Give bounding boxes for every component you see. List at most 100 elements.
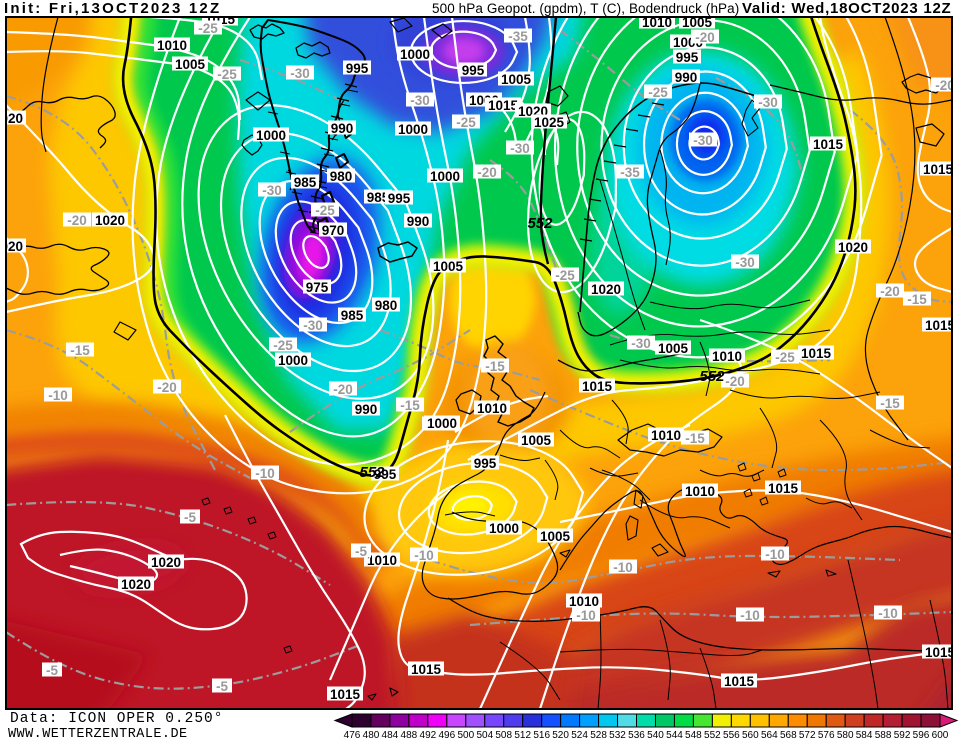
svg-text:600: 600	[932, 730, 949, 741]
svg-text:1015: 1015	[411, 662, 442, 677]
svg-text:-10: -10	[878, 606, 898, 621]
svg-text:-35: -35	[620, 165, 640, 180]
svg-text:516: 516	[533, 730, 550, 741]
svg-text:1015: 1015	[724, 674, 755, 689]
svg-text:584: 584	[856, 730, 873, 741]
svg-text:580: 580	[837, 730, 854, 741]
svg-text:524: 524	[571, 730, 588, 741]
svg-text:532: 532	[609, 730, 626, 741]
svg-text:990: 990	[407, 214, 430, 229]
svg-text:1010: 1010	[651, 428, 681, 443]
svg-text:500 hPa Geopot. (gpdm), T (C),: 500 hPa Geopot. (gpdm), T (C), Bodendruc…	[432, 1, 739, 16]
svg-text:-20: -20	[880, 284, 900, 299]
svg-text:-20: -20	[157, 380, 177, 395]
svg-text:1010: 1010	[642, 15, 672, 30]
svg-text:1025: 1025	[534, 115, 565, 130]
svg-text:1015: 1015	[330, 687, 361, 702]
svg-text:1010: 1010	[367, 553, 397, 568]
svg-text:1005: 1005	[175, 57, 206, 72]
svg-text:1005: 1005	[540, 529, 571, 544]
svg-text:480: 480	[363, 730, 380, 741]
svg-text:980: 980	[330, 169, 353, 184]
svg-text:1020: 1020	[151, 555, 181, 570]
svg-text:1015: 1015	[801, 346, 832, 361]
svg-text:-5: -5	[184, 510, 196, 525]
svg-text:-15: -15	[880, 396, 900, 411]
svg-text:-25: -25	[456, 115, 476, 130]
svg-text:552: 552	[704, 730, 721, 741]
svg-text:500: 500	[457, 730, 474, 741]
svg-text:-10: -10	[255, 466, 275, 481]
svg-text:1010: 1010	[477, 401, 507, 416]
svg-text:-15: -15	[685, 431, 705, 446]
svg-text:564: 564	[761, 730, 778, 741]
svg-text:1000: 1000	[256, 128, 286, 143]
svg-text:WWW.WETTERZENTRALE.DE: WWW.WETTERZENTRALE.DE	[8, 727, 188, 741]
svg-text:560: 560	[742, 730, 759, 741]
svg-text:596: 596	[913, 730, 930, 741]
svg-text:1000: 1000	[430, 169, 460, 184]
svg-text:1005: 1005	[521, 433, 552, 448]
svg-text:-15: -15	[70, 343, 90, 358]
svg-text:1005: 1005	[433, 259, 464, 274]
svg-text:-15: -15	[485, 359, 505, 374]
svg-text:1015: 1015	[768, 481, 799, 496]
svg-text:-30: -30	[290, 66, 310, 81]
svg-text:1015: 1015	[582, 379, 613, 394]
svg-text:985: 985	[294, 175, 317, 190]
svg-text:995: 995	[374, 467, 397, 482]
svg-text:-20: -20	[725, 374, 745, 389]
svg-text:-10: -10	[576, 608, 596, 623]
svg-text:1015: 1015	[925, 318, 956, 333]
svg-text:-30: -30	[410, 93, 430, 108]
svg-text:-30: -30	[303, 318, 323, 333]
svg-text:985: 985	[341, 308, 364, 323]
svg-text:-20: -20	[477, 165, 497, 180]
svg-text:-20: -20	[67, 213, 87, 228]
svg-text:995: 995	[462, 63, 485, 78]
svg-text:-30: -30	[693, 133, 713, 148]
svg-text:-10: -10	[414, 548, 434, 563]
svg-text:970: 970	[322, 223, 345, 238]
svg-text:552: 552	[527, 215, 553, 232]
svg-text:556: 556	[723, 730, 740, 741]
svg-text:1000: 1000	[398, 122, 428, 137]
svg-text:-20: -20	[333, 382, 353, 397]
svg-text:488: 488	[401, 730, 418, 741]
svg-text:552: 552	[359, 464, 385, 481]
svg-text:528: 528	[590, 730, 607, 741]
svg-text:552: 552	[699, 368, 725, 385]
svg-text:-35: -35	[508, 29, 528, 44]
svg-text:-5: -5	[46, 663, 58, 678]
svg-text:1015: 1015	[813, 137, 844, 152]
svg-text:995: 995	[474, 456, 497, 471]
svg-text:990: 990	[331, 121, 354, 136]
svg-text:975: 975	[306, 280, 329, 295]
svg-text:Data: ICON OPER 0.250°: Data: ICON OPER 0.250°	[10, 711, 223, 727]
svg-text:540: 540	[647, 730, 664, 741]
svg-text:588: 588	[875, 730, 892, 741]
svg-text:1020: 1020	[0, 239, 23, 254]
svg-text:1020: 1020	[121, 577, 151, 592]
svg-text:-10: -10	[765, 547, 785, 562]
svg-text:548: 548	[685, 730, 702, 741]
svg-text:-10: -10	[613, 560, 633, 575]
svg-text:1000: 1000	[400, 47, 430, 62]
svg-text:1005: 1005	[682, 15, 713, 30]
svg-text:568: 568	[780, 730, 797, 741]
svg-text:-25: -25	[315, 203, 335, 218]
svg-text:512: 512	[514, 730, 531, 741]
svg-text:995: 995	[346, 61, 369, 76]
svg-text:-30: -30	[758, 95, 778, 110]
svg-text:572: 572	[799, 730, 816, 741]
svg-text:544: 544	[666, 730, 683, 741]
svg-text:1020: 1020	[591, 282, 621, 297]
svg-text:-30: -30	[262, 183, 282, 198]
svg-text:520: 520	[552, 730, 569, 741]
svg-text:-25: -25	[555, 268, 575, 283]
svg-text:508: 508	[495, 730, 512, 741]
svg-text:Init: Fri,13OCT2023 12Z: Init: Fri,13OCT2023 12Z	[4, 0, 221, 17]
svg-text:1000: 1000	[278, 353, 308, 368]
svg-text:1005: 1005	[501, 72, 532, 87]
svg-text:504: 504	[476, 730, 493, 741]
